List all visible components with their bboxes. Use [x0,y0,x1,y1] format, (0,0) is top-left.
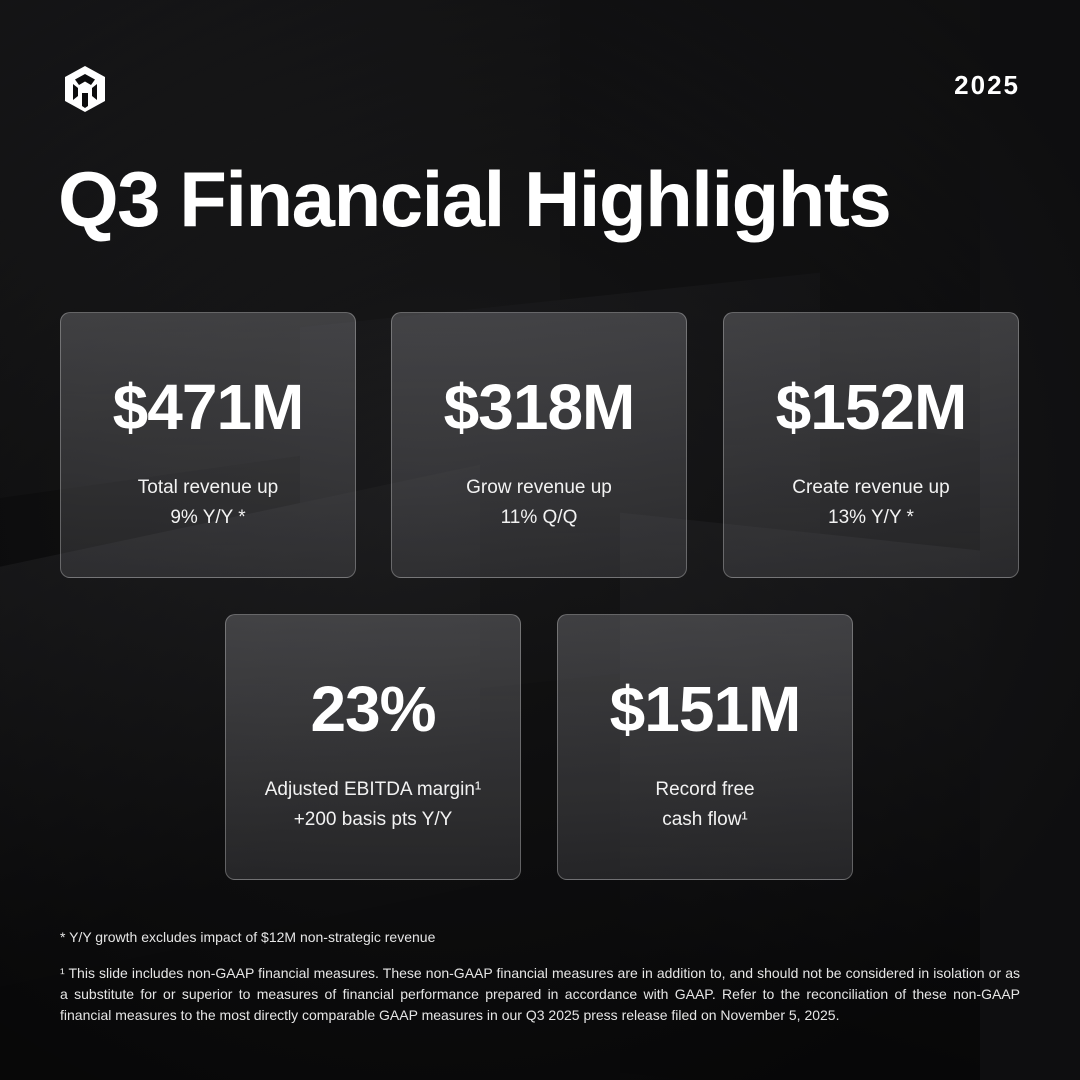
metric-label-line: 9% Y/Y * [170,507,246,528]
metric-label: Create revenue up 13% Y/Y * [724,473,1018,533]
metric-label-line: 11% Q/Q [500,507,578,528]
metric-label: Record free cash flow¹ [558,775,852,835]
metric-label-line: Adjusted EBITDA margin¹ [264,779,482,800]
background-block [980,0,1080,1080]
metric-value: $152M [775,371,968,443]
page-title: Q3 Financial Highlights [58,155,892,243]
footnotes: * Y/Y growth excludes impact of $12M non… [60,927,1020,1026]
metric-card-ebitda-margin: 23% Adjusted EBITDA margin¹ +200 basis p… [225,614,521,880]
metric-label-line: Grow revenue up [466,477,612,498]
metric-label: Adjusted EBITDA margin¹ +200 basis pts Y… [226,775,520,835]
metric-value: 23% [310,673,436,745]
metric-value: $151M [609,673,802,745]
metric-label-line: Total revenue up [137,477,279,498]
year-label: 2025 [954,70,1020,100]
footnote-yy-growth: * Y/Y growth excludes impact of $12M non… [60,929,436,945]
footnote-non-gaap: ¹ This slide includes non-GAAP financial… [60,965,1020,1023]
metric-value: $471M [112,371,305,443]
metric-label-line: +200 basis pts Y/Y [293,809,453,830]
metric-label-line: cash flow¹ [662,809,748,830]
metric-card-total-revenue: $471M Total revenue up 9% Y/Y * [60,312,356,578]
metric-label-line: Create revenue up [792,477,950,498]
metric-value: $318M [443,371,636,443]
metric-label: Total revenue up 9% Y/Y * [61,473,355,533]
unity-cube-icon [60,64,110,114]
metric-label-line: 13% Y/Y * [828,507,914,528]
metric-card-create-revenue: $152M Create revenue up 13% Y/Y * [723,312,1019,578]
metric-card-free-cash-flow: $151M Record free cash flow¹ [557,614,853,880]
metric-label: Grow revenue up 11% Q/Q [392,473,686,533]
metric-card-grow-revenue: $318M Grow revenue up 11% Q/Q [391,312,687,578]
metric-label-line: Record free [655,779,755,800]
